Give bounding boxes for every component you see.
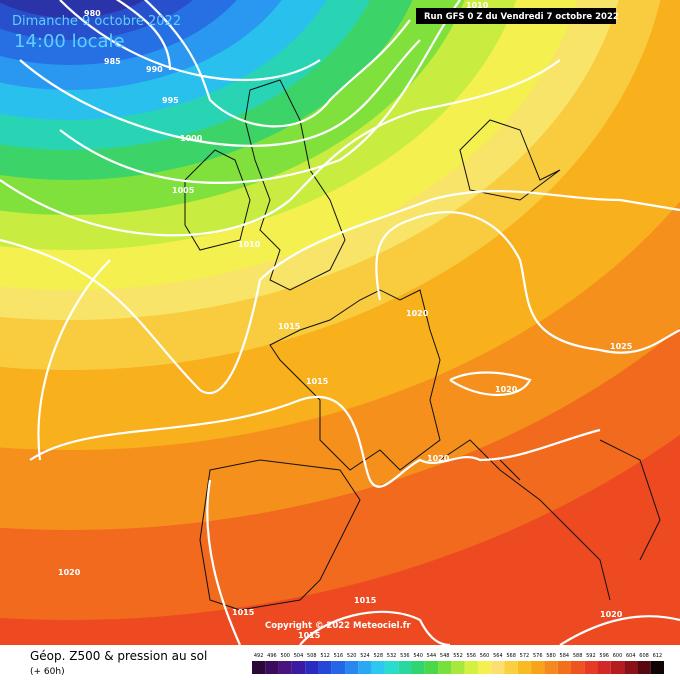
colorbar-swatch xyxy=(424,661,439,674)
footer-lead: (+ 60h) xyxy=(30,667,65,677)
colorbar-label: 544 xyxy=(427,653,437,659)
colorbar-label: 528 xyxy=(373,653,383,659)
isobar-label: 1005 xyxy=(172,186,195,195)
colorbar-swatch xyxy=(637,661,651,674)
colorbar-label: 524 xyxy=(360,653,370,659)
colorbar-label: 508 xyxy=(307,653,317,659)
colorbar-label: 548 xyxy=(440,653,450,659)
colorbar: 492 496 500 504 508 512 516 520 524 528 532 536 540 5… xyxy=(252,653,664,674)
date-label: Dimanche 9 octobre 2022 xyxy=(12,14,181,29)
isobar-label: 1015 xyxy=(278,322,301,331)
colorbar-swatch xyxy=(584,661,598,674)
colorbar-label: 584 xyxy=(560,653,570,659)
coastline xyxy=(184,79,661,611)
colorbar-swatch xyxy=(557,661,571,674)
colorbar-label: 596 xyxy=(599,653,609,659)
isobar-label: 1020 xyxy=(495,385,518,394)
geopotential-field xyxy=(0,0,680,645)
colorbar-swatch xyxy=(305,661,319,674)
isobar-label: 1015 xyxy=(232,608,255,617)
colorbar-label: 512 xyxy=(320,653,330,659)
colorbar-swatch xyxy=(345,661,359,674)
colorbar-label: 540 xyxy=(413,653,423,659)
colorbar-label: 568 xyxy=(506,653,516,659)
colorbar-label: 560 xyxy=(480,653,490,659)
isobar-label: 1010 xyxy=(466,1,489,10)
isobar-label: 1015 xyxy=(298,631,321,640)
copyright: Copyright © 2022 Meteociel.fr xyxy=(265,621,411,631)
colorbar-swatch xyxy=(531,661,545,674)
colorbar-swatch xyxy=(252,661,266,674)
run-box xyxy=(416,8,616,24)
colorbar-label: 592 xyxy=(586,653,596,659)
colorbar-label: 500 xyxy=(280,653,290,659)
colorbar-label: 556 xyxy=(467,653,477,659)
isobar-label: 1015 xyxy=(306,377,329,386)
colorbar-swatch xyxy=(624,661,638,674)
colorbar-swatch xyxy=(398,661,412,674)
colorbar-label: 588 xyxy=(573,653,583,659)
run-label: Run GFS 0 Z du Vendredi 7 octobre 2022 xyxy=(424,12,619,22)
colorbar-label: 532 xyxy=(387,653,397,659)
colorbar-label: 552 xyxy=(453,653,463,659)
colorbar-swatch xyxy=(384,661,399,674)
colorbar-swatch xyxy=(650,661,664,674)
isobar-label: 1000 xyxy=(180,134,203,143)
colorbar-swatch xyxy=(464,661,478,674)
colorbar-label: 516 xyxy=(334,653,344,659)
colorbar-swatch xyxy=(438,661,452,674)
colorbar-label: 492 xyxy=(254,653,264,659)
colorbar-label: 536 xyxy=(400,653,410,659)
colorbar-swatch xyxy=(610,661,625,674)
colorbar-swatch xyxy=(451,661,465,674)
colorbar-label: 572 xyxy=(520,653,530,659)
colorbar-swatch xyxy=(411,661,425,674)
isobar-labels: 980 1010 985 990 995 1000 1005 1010 1015 1015 1020… xyxy=(58,1,633,640)
colorbar-label: 520 xyxy=(347,653,357,659)
colorbar-swatch xyxy=(291,661,306,674)
colorbar-swatch xyxy=(278,661,292,674)
isobar-label: 995 xyxy=(162,96,179,105)
colorbar-label: 576 xyxy=(533,653,543,659)
colorbar-label: 600 xyxy=(613,653,623,659)
colorbar-swatch xyxy=(265,661,279,674)
isobar xyxy=(0,0,680,645)
isobar-label: 1015 xyxy=(354,596,377,605)
isobar-label: 1025 xyxy=(610,342,633,351)
isobar-label: 1020 xyxy=(406,309,429,318)
colorbar-swatch xyxy=(517,661,532,674)
footer-title: Géop. Z500 & pression au sol xyxy=(30,649,207,663)
colorbar-swatch xyxy=(570,661,585,674)
isobar-label: 990 xyxy=(146,65,163,74)
isobar-label: 1020 xyxy=(58,568,81,577)
isobar-label: 1010 xyxy=(238,240,261,249)
colorbar-swatch xyxy=(597,661,611,674)
colorbar-swatch xyxy=(358,661,372,674)
colorbar-label: 504 xyxy=(294,653,304,659)
colorbar-swatch xyxy=(371,661,385,674)
colorbar-label: 496 xyxy=(267,653,277,659)
colorbar-swatch xyxy=(504,661,518,674)
time-label: 14:00 locale xyxy=(14,31,125,52)
colorbar-label: 608 xyxy=(639,653,649,659)
isobar-label: 1020 xyxy=(600,610,623,619)
isobar-label: 985 xyxy=(104,57,121,66)
isobar-label: 980 xyxy=(84,9,101,18)
colorbar-swatch xyxy=(318,661,332,674)
colorbar-swatch xyxy=(477,661,492,674)
colorbar-label: 612 xyxy=(653,653,663,659)
colorbar-label: 564 xyxy=(493,653,503,659)
colorbar-swatch xyxy=(491,661,505,674)
colorbar-swatch xyxy=(544,661,558,674)
isobar-label: 1020 xyxy=(427,454,450,463)
colorbar-label: 604 xyxy=(626,653,636,659)
colorbar-label: 580 xyxy=(546,653,556,659)
colorbar-swatch xyxy=(331,661,346,674)
